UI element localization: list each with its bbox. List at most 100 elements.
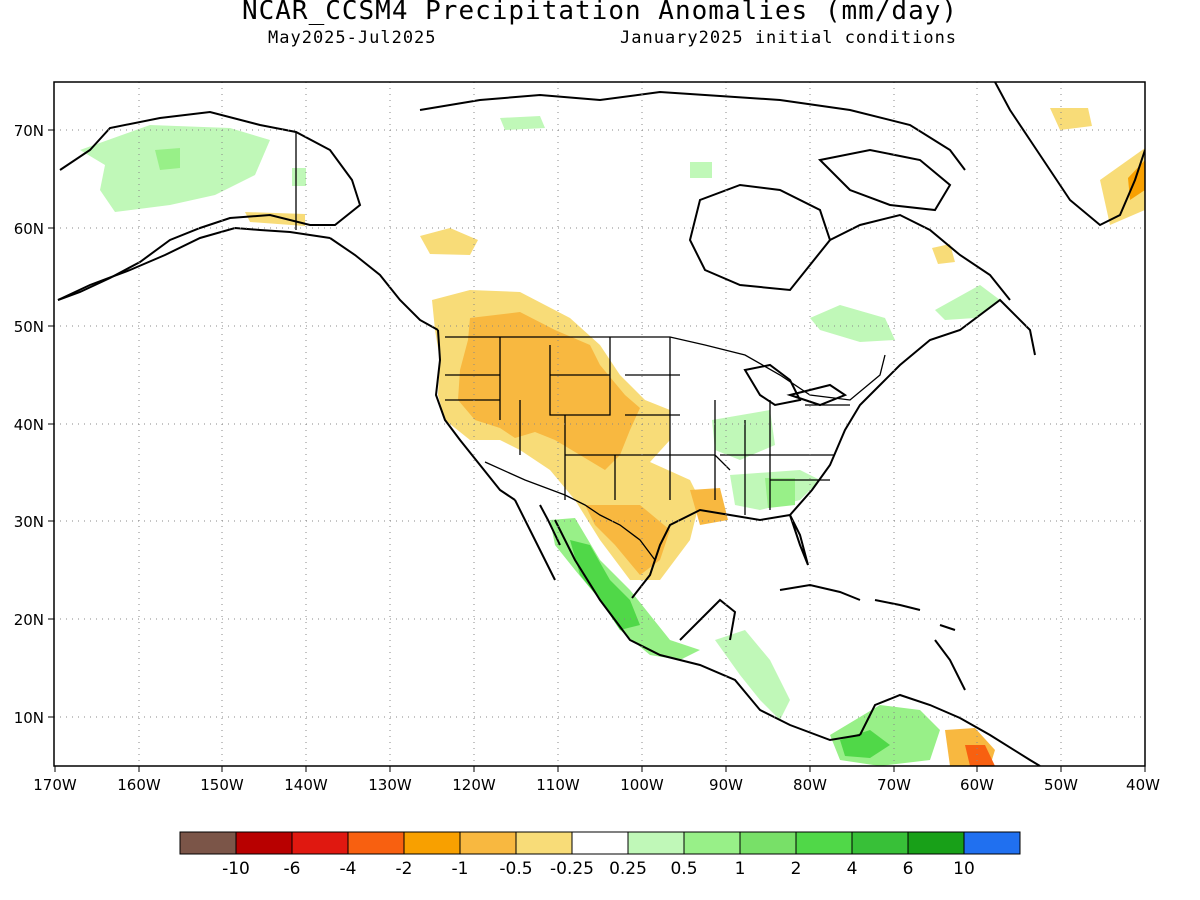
- coastline-cuba: [779, 583, 921, 611]
- legend-label: 0.5: [670, 859, 697, 879]
- legend-swatch: [851, 831, 909, 855]
- graticule: [54, 82, 1145, 766]
- border-us-canada: [445, 336, 886, 401]
- coastline-alaska-panhandle: [329, 237, 439, 331]
- political-borders: [295, 132, 886, 561]
- anomaly-region-quebec-dry: [932, 244, 955, 264]
- anomaly-region-atlantic-canada-wet: [810, 305, 895, 342]
- coastline-us-west: [434, 329, 516, 501]
- anomaly-region-canada-dry: [420, 228, 478, 255]
- lon-label: 60W: [960, 776, 994, 794]
- coastline-alaska-peninsula: [57, 226, 331, 301]
- anomaly-region-alaska-wet: [155, 148, 180, 170]
- lat-label: 30N: [14, 513, 44, 531]
- lon-label: 160W: [117, 776, 161, 794]
- legend-swatch: [291, 831, 349, 855]
- lat-label: 70N: [14, 122, 44, 140]
- legend-swatch: [459, 831, 517, 855]
- lon-label: 170W: [33, 776, 77, 794]
- legend-label: -4: [340, 859, 357, 879]
- coastline-mexico-pacific: [554, 519, 861, 742]
- legend-label: -2: [396, 859, 413, 879]
- lon-label: 90W: [709, 776, 743, 794]
- legend-swatch: [907, 831, 965, 855]
- legend-swatch: [179, 831, 237, 855]
- coastline-yucatan: [679, 598, 737, 641]
- anomaly-region-southeast-wet: [765, 478, 795, 508]
- lat-label: 60N: [14, 220, 44, 238]
- legend-swatch: [963, 831, 1021, 855]
- anomaly-shading: [80, 108, 1145, 766]
- legend-label: -10: [222, 859, 250, 879]
- color-legend: -10 -6 -4 -2 -1 -0.5 -0.25 0.25 0.5 1 2 4 6 10: [179, 831, 1021, 879]
- legend-swatch: [683, 831, 741, 855]
- legend-swatch: [235, 831, 293, 855]
- longitude-axis: 170W 160W 150W 140W 130W 120W 110W 100W …: [33, 766, 1160, 794]
- legend-label: 6: [903, 859, 914, 879]
- anomaly-region-western-us-dry-moderate: [458, 312, 640, 470]
- lon-label: 130W: [368, 776, 412, 794]
- legend-label: -1: [452, 859, 469, 879]
- lat-label: 10N: [14, 709, 44, 727]
- anomaly-region-venezuela-dry-strong: [965, 745, 995, 766]
- coastline-hudson-bay: [688, 183, 832, 292]
- coastline-great-lakes: [743, 363, 848, 407]
- lon-label: 80W: [793, 776, 827, 794]
- anomaly-region-greenland-dry: [1128, 160, 1145, 200]
- anomaly-region-yukon-wet: [292, 168, 306, 186]
- legend-swatch: [347, 831, 405, 855]
- legend-label: 1: [735, 859, 746, 879]
- legend-swatch: [627, 831, 685, 855]
- lon-label: 140W: [284, 776, 328, 794]
- lon-label: 100W: [620, 776, 664, 794]
- coastline-caribbean-islands: [934, 624, 966, 691]
- state-borders: [445, 337, 850, 515]
- anomaly-region-mexico-wet-strong: [570, 540, 640, 630]
- coastline-gulf-of-mexico: [631, 508, 809, 599]
- anomaly-region-greenland-dry: [1050, 108, 1092, 130]
- coastline-arctic-archipelago: [419, 90, 966, 171]
- legend-label: 10: [953, 859, 975, 879]
- legend-label: -6: [284, 859, 301, 879]
- lon-label: 70W: [877, 776, 911, 794]
- legend-swatch: [403, 831, 461, 855]
- lon-label: 120W: [452, 776, 496, 794]
- coastline-alaska: [57, 110, 362, 301]
- coastline-south-america: [859, 693, 1041, 766]
- coastline-labrador: [829, 213, 1011, 301]
- coastline-baffin-island: [817, 148, 952, 212]
- anomaly-region-arctic-wet: [690, 162, 712, 178]
- coastline-us-east: [789, 298, 1036, 516]
- legend-label: 2: [791, 859, 802, 879]
- legend-swatch: [795, 831, 853, 855]
- latitude-axis: 70N 60N 50N 40N 30N 20N 10N: [14, 122, 54, 727]
- coastline-baja: [514, 499, 561, 581]
- legend-swatch: [739, 831, 797, 855]
- lon-label: 40W: [1126, 776, 1160, 794]
- lon-label: 110W: [536, 776, 580, 794]
- legend-swatch: [571, 831, 629, 855]
- lat-label: 50N: [14, 318, 44, 336]
- legend-label: -0.5: [499, 859, 532, 879]
- anomaly-region-atlantic-canada-wet: [935, 285, 1000, 320]
- forecast-period: May2025-Jul2025: [268, 28, 437, 48]
- anomaly-region-colombia-wet: [830, 705, 940, 766]
- legend-label: 4: [847, 859, 858, 879]
- border-us-mexico: [484, 461, 656, 561]
- anomaly-region-texas-dry: [585, 505, 670, 575]
- map-title: NCAR_CCSM4 Precipitation Anomalies (mm/d…: [241, 0, 959, 26]
- anomaly-region-arctic-wet: [500, 116, 545, 130]
- lon-label: 150W: [200, 776, 244, 794]
- legend-label: 0.25: [609, 859, 647, 879]
- coastline-greenland: [994, 82, 1145, 227]
- anomaly-region-gulf-dry: [690, 488, 728, 525]
- initial-conditions: January2025 initial conditions: [620, 28, 958, 48]
- legend-label: -0.25: [550, 859, 594, 879]
- anomaly-region-central-america-wet: [715, 630, 790, 720]
- coastlines: [57, 82, 1145, 766]
- anomaly-region-greenland-dry: [1100, 148, 1145, 225]
- lat-label: 40N: [14, 416, 44, 434]
- legend-swatch: [515, 831, 573, 855]
- anomaly-region-ohio-valley-wet: [712, 410, 775, 460]
